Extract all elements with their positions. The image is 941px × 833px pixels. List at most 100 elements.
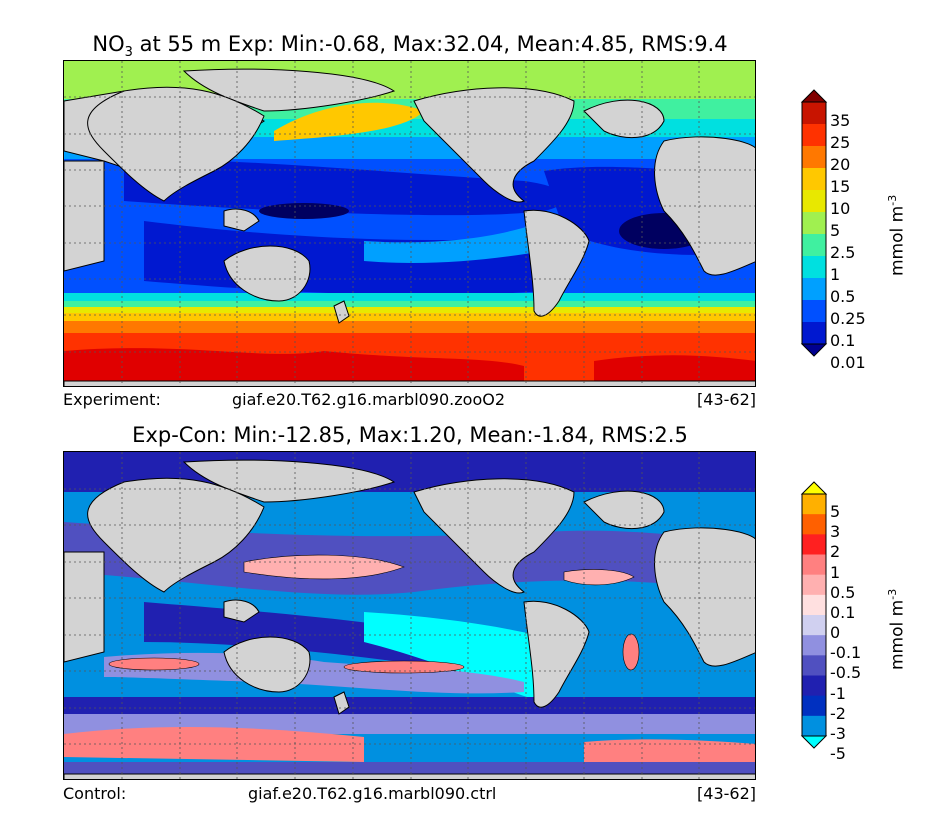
greenland (583, 99, 665, 139)
colorbar-tick-label: 2 (830, 542, 841, 562)
colorbar-tick-label: 25 (830, 133, 851, 152)
gridlines (64, 61, 755, 386)
colorbar-tick-label: -0.5 (830, 663, 862, 683)
colorbar-segment (802, 554, 826, 576)
colorbar-segment (802, 146, 826, 169)
colorbar-segment (802, 124, 826, 147)
colorbar-tick-label: 0.25 (830, 309, 866, 328)
caption-years: [43-62] (697, 784, 756, 803)
colorbar-segment (802, 102, 826, 125)
colorbar-segment (802, 190, 826, 213)
south-band-2 (64, 301, 755, 309)
colorbar-tick-label: 0.5 (830, 287, 856, 306)
colorbar-tick-label: -1 (830, 683, 846, 703)
colorbar-tick-label: -3 (830, 723, 846, 743)
unit-text: mmol m (887, 599, 908, 670)
colorbar-tick-label: 2.5 (830, 243, 856, 262)
experiment-map (63, 60, 756, 387)
colorbar-extend-max (800, 481, 828, 495)
colorbar-tick-label: 1 (830, 562, 841, 582)
title-stats: at 55 m Exp: Min:-0.68, Max:32.04, Mean:… (132, 32, 728, 56)
colorbar-segment (802, 655, 826, 676)
colorbar-extend-min (800, 343, 828, 357)
title-subscript: 3 (124, 45, 133, 61)
colorbar-segment (802, 675, 826, 697)
arctic-mask (184, 61, 755, 86)
caption-label: Experiment: (63, 390, 161, 409)
experiment-colorbar (800, 89, 828, 357)
colorbar-tick-label: 3 (830, 522, 841, 542)
colorbar-segment (802, 212, 826, 235)
south-subtropic-band (104, 652, 524, 694)
experiment-colorbar-svg (800, 89, 828, 357)
caption-years: [43-62] (697, 390, 756, 409)
colorbar-segment (802, 635, 826, 656)
colorbar-segment (802, 234, 826, 257)
new-zealand (333, 300, 350, 324)
bottom-panel-title: Exp-Con: Min:-12.85, Max:1.20, Mean:-1.8… (132, 423, 688, 447)
caption-case-name: giaf.e20.T62.g16.marbl090.zooO2 (232, 390, 506, 409)
antarctica (64, 773, 755, 779)
africa-europe (654, 527, 755, 667)
indian-positive (108, 657, 200, 671)
north-america (413, 478, 575, 594)
colorbar-segment (802, 574, 826, 596)
colorbar-tick-label: -0.1 (830, 643, 862, 663)
unit-text: mmol m (887, 205, 908, 276)
south-america (523, 209, 590, 317)
colorbar-tick-label: -5 (830, 744, 846, 764)
new-zealand (333, 691, 350, 715)
south-band-4 (64, 313, 755, 323)
asia (87, 86, 265, 202)
colorbar-segment (802, 278, 826, 301)
colorbar-tick-label: 15 (830, 177, 851, 196)
southern-positive-1 (64, 726, 364, 762)
title-species: NO (92, 32, 125, 56)
experiment-colorbar-unit: mmol m-3 (886, 195, 908, 276)
africa-east (64, 551, 105, 663)
experiment-map-svg (64, 61, 755, 386)
north-pacific-high (274, 102, 424, 141)
asia (87, 477, 265, 593)
colorbar-segment (802, 594, 826, 616)
caption-label: Control: (63, 784, 127, 803)
colorbar-tick-label: -2 (830, 703, 846, 723)
south-atlantic-positive (622, 633, 640, 671)
australia (223, 245, 311, 302)
colorbar-tick-label: 0.1 (830, 331, 856, 350)
top-panel-title: NO3 at 55 m Exp: Min:-0.68, Max:32.04, M… (0, 32, 820, 60)
control-caption: Control: giaf.e20.T62.g16.marbl090.ctrl … (63, 784, 756, 804)
colorbar-tick-label: 5 (830, 502, 841, 522)
colorbar-segment (802, 615, 826, 636)
colorbar-tick-label: 5 (830, 221, 841, 240)
indonesia (223, 208, 260, 232)
colorbar-tick-label: 10 (830, 199, 851, 218)
colorbar-tick-label: 0.01 (830, 353, 866, 372)
colorbar-extend-max (800, 89, 828, 103)
land (64, 459, 755, 779)
colorbar-tick-label: 0.1 (830, 602, 856, 622)
indonesia (223, 599, 260, 623)
difference-map (63, 451, 756, 780)
colorbar-segment (802, 494, 826, 515)
land (64, 61, 755, 386)
colorbar-frame (801, 101, 827, 345)
south-band-5 (64, 321, 755, 335)
difference-colorbar-unit: mmol m-3 (886, 589, 908, 670)
colorbar-segment (802, 534, 826, 555)
colorbar-extend-min (800, 735, 828, 749)
difference-map-svg (64, 452, 755, 779)
gridlines (64, 452, 755, 779)
colorbar-tick-label: 35 (830, 111, 851, 130)
southern-ocean-max-2 (594, 355, 755, 386)
colorbar-segment (802, 695, 826, 717)
southern-ocean-max (64, 348, 524, 386)
pacific-gyre (124, 160, 566, 216)
caption-case-name: giaf.e20.T62.g16.marbl090.ctrl (248, 784, 497, 803)
south-pacific-positive (343, 660, 465, 674)
colorbar-segment (802, 168, 826, 191)
colorbar-segment (802, 300, 826, 323)
colorbar-segment (802, 256, 826, 279)
greenland (583, 490, 665, 530)
colorbar-tick-label: 0.5 (830, 582, 856, 602)
